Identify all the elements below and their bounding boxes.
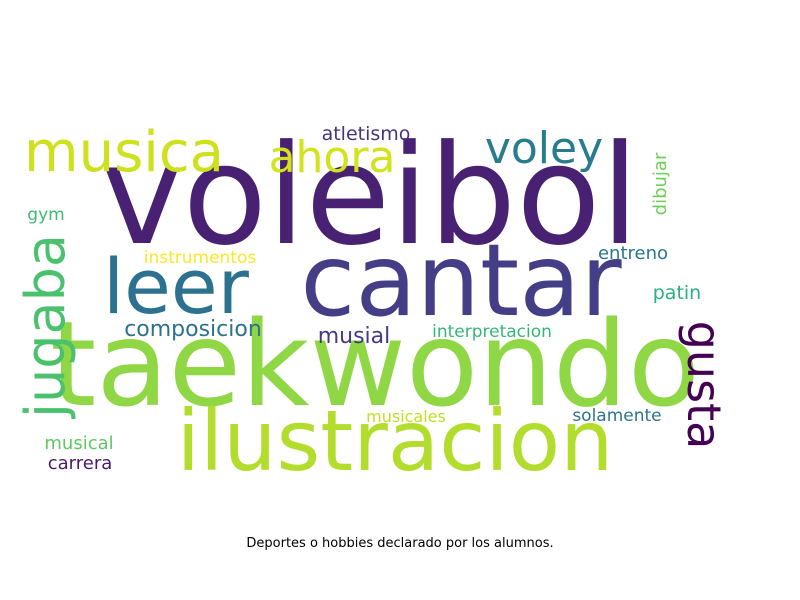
word-voley: voley: [485, 123, 603, 174]
word-instrumentos: instrumentos: [144, 248, 257, 268]
word-dibujar: dibujar: [650, 152, 671, 215]
word-ilustracion: ilustracion: [177, 392, 614, 490]
word-leer: leer: [103, 242, 250, 331]
word-composicion: composicion: [124, 317, 262, 342]
word-musical: musical: [44, 433, 113, 454]
word-patin: patin: [653, 282, 701, 304]
word-cantar: cantar: [300, 222, 622, 339]
word-ahora: ahora: [269, 132, 396, 183]
word-jugaba: jugaba: [14, 234, 77, 419]
word-atletismo: atletismo: [322, 123, 411, 145]
word-musica: musica: [24, 120, 224, 185]
word-taekwondo: taekwondo: [50, 295, 700, 433]
figure-caption: Deportes o hobbies declarado por los alu…: [246, 536, 554, 551]
word-musial: musial: [318, 324, 391, 349]
word-gusta: gusta: [677, 321, 731, 450]
word-interpretacion: interpretacion: [432, 322, 552, 342]
word-gym: gym: [27, 205, 64, 225]
word-voleibol: voleibol: [101, 115, 639, 276]
word-entreno: entreno: [598, 243, 668, 264]
word-musicales: musicales: [366, 407, 446, 426]
word-carrera: carrera: [48, 453, 113, 474]
word-solamente: solamente: [572, 406, 661, 426]
